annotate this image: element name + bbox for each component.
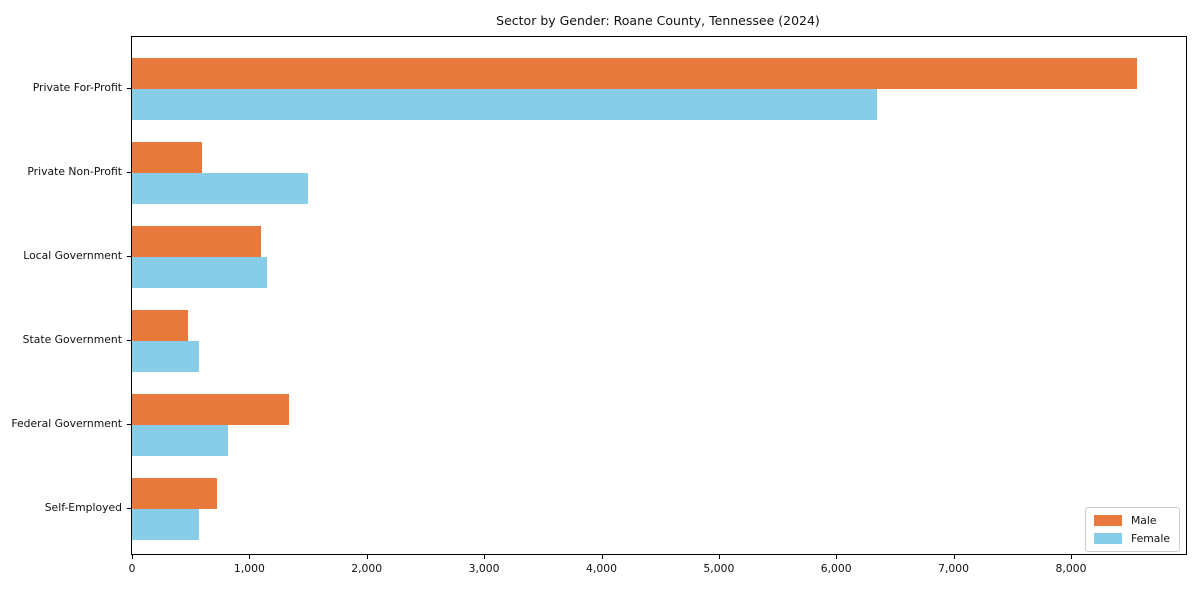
chart-title: Sector by Gender: Roane County, Tennesse… (496, 13, 820, 28)
y-axis-label-local-government: Local Government (23, 249, 122, 262)
male-bar-state-government (132, 310, 189, 341)
x-tick-mark (953, 555, 955, 559)
x-axis-tick-label: 8,000 (1055, 562, 1087, 575)
x-axis-tick-label: 5,000 (703, 562, 735, 575)
x-tick-mark (1071, 555, 1072, 559)
x-tick-mark (484, 555, 486, 559)
x-axis-tick-label: 4,000 (586, 562, 617, 575)
y-axis-label-federal-government: Federal Government (11, 417, 122, 430)
x-tick-mark (601, 555, 603, 559)
x-axis-tick-label: 3,000 (468, 562, 500, 575)
legend-item-female: Female (1093, 532, 1170, 545)
male-bar-local-government (132, 226, 262, 257)
x-axis-tick-label: 0 (128, 562, 136, 575)
female-bar-private-for-profit (132, 89, 878, 120)
x-tick-mark (366, 555, 368, 559)
x-tick-mark (132, 555, 133, 559)
x-tick-mark (718, 555, 720, 559)
y-axis-label-self-employed: Self-Employed (44, 501, 122, 514)
female-bar-private-non-profit (132, 173, 309, 204)
female-bar-self-employed (132, 509, 199, 540)
female-bar-state-government (132, 341, 199, 372)
male-bar-federal-government (132, 394, 290, 425)
male-bar-self-employed (132, 478, 217, 509)
y-axis-labels: Private For-Profit Private Non-Profit Loca… (0, 36, 122, 553)
x-tick-mark (249, 555, 251, 559)
legend-label: Male (1130, 514, 1157, 527)
x-axis-tick-label: 6,000 (820, 562, 852, 575)
legend: Male Female (1084, 507, 1180, 552)
y-axis-label-private-non-profit: Private Non-Profit (27, 165, 122, 178)
legend-swatch-female (1093, 533, 1122, 544)
y-axis-label-state-government: State Government (22, 333, 122, 346)
legend-label: Female (1130, 532, 1170, 545)
female-bar-federal-government (132, 425, 229, 456)
plot-area: Male Female (131, 36, 1187, 555)
legend-swatch-male (1093, 515, 1122, 526)
y-axis-label-private-for-profit: Private For-Profit (32, 81, 122, 94)
x-axis-tick-label: 7,000 (938, 562, 970, 575)
legend-item-male: Male (1093, 514, 1170, 527)
x-tick-mark (836, 555, 838, 559)
x-axis-tick-label: 1,000 (233, 562, 265, 575)
male-bar-private-for-profit (132, 58, 1137, 89)
female-bar-local-government (132, 257, 267, 288)
x-axis-tick-label: 2,000 (351, 562, 383, 575)
bars-layer (132, 37, 1186, 554)
male-bar-private-non-profit (132, 142, 203, 173)
